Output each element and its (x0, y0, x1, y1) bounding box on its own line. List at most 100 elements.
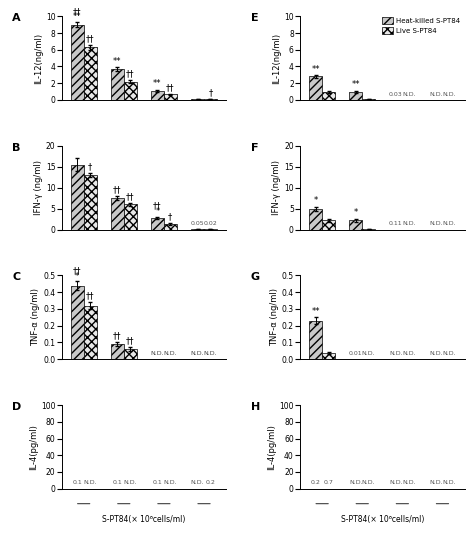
Bar (322, 353, 335, 359)
Bar (191, 99, 204, 100)
Text: †: † (88, 162, 92, 172)
Text: N.D.: N.D. (429, 351, 443, 356)
Bar (322, 92, 335, 100)
Text: S-PT84(× 10⁶cells/ml): S-PT84(× 10⁶cells/ml) (102, 515, 185, 525)
Text: N.D.: N.D. (389, 481, 403, 485)
Text: N.D.: N.D. (442, 92, 456, 97)
Text: N.D.: N.D. (402, 351, 416, 356)
Text: ††: †† (86, 34, 94, 43)
Text: N.D.: N.D. (191, 351, 204, 356)
Text: *: * (155, 207, 160, 216)
Text: A: A (12, 13, 21, 23)
Y-axis label: IL-12(ng/ml): IL-12(ng/ml) (34, 33, 43, 84)
Text: N.D.: N.D. (389, 351, 403, 356)
Text: 0.05: 0.05 (191, 221, 204, 226)
Y-axis label: TNF-α (ng/ml): TNF-α (ng/ml) (31, 288, 40, 346)
Text: B: B (12, 143, 21, 153)
Text: G: G (251, 272, 260, 282)
Bar (71, 165, 84, 230)
Text: **: ** (153, 79, 162, 88)
Text: 0.1: 0.1 (112, 481, 122, 485)
Text: 0.2: 0.2 (311, 481, 320, 485)
Text: N.D.: N.D. (442, 481, 456, 485)
Y-axis label: IL-4(pg/ml): IL-4(pg/ml) (29, 424, 38, 470)
Text: N.D.: N.D. (402, 92, 416, 97)
Bar (310, 77, 322, 100)
Text: ††: †† (86, 292, 94, 301)
Bar (310, 320, 322, 359)
Text: N.D.: N.D. (362, 481, 375, 485)
Text: F: F (251, 143, 258, 153)
Bar (111, 344, 124, 359)
Text: N.D.: N.D. (83, 481, 97, 485)
Text: **: ** (311, 307, 320, 315)
Text: N.D.: N.D. (362, 351, 375, 356)
Bar (151, 91, 164, 100)
Text: 0.11: 0.11 (389, 221, 403, 226)
Bar (84, 306, 97, 359)
Text: E: E (251, 13, 258, 23)
Text: 0.02: 0.02 (203, 221, 217, 226)
Text: H: H (251, 402, 260, 412)
Text: †: † (208, 89, 212, 98)
Bar (164, 94, 177, 100)
Bar (71, 286, 84, 359)
Bar (71, 24, 84, 100)
Text: N.D.: N.D. (164, 481, 177, 485)
Text: ††: †† (73, 7, 82, 16)
Bar (322, 220, 335, 230)
Text: N.D.: N.D. (429, 221, 443, 226)
Text: †: † (168, 212, 173, 221)
Text: N.D.: N.D. (429, 92, 443, 97)
Y-axis label: TNF-α (ng/ml): TNF-α (ng/ml) (270, 288, 279, 346)
Y-axis label: IFN-γ (ng/ml): IFN-γ (ng/ml) (273, 160, 282, 215)
Text: N.D.: N.D. (191, 481, 204, 485)
Text: ††: †† (153, 201, 162, 211)
Text: N.D.: N.D. (402, 221, 416, 226)
Text: N.D.: N.D. (402, 481, 416, 485)
Bar (124, 81, 137, 100)
Text: *: * (354, 209, 358, 217)
Text: N.D.: N.D. (151, 351, 164, 356)
Bar (151, 218, 164, 230)
Bar (84, 175, 97, 230)
Bar (124, 349, 137, 359)
Text: 0.01: 0.01 (349, 351, 363, 356)
Text: N.D.: N.D. (442, 351, 456, 356)
Text: 0.2: 0.2 (206, 481, 215, 485)
Text: D: D (12, 402, 21, 412)
Text: N.D.: N.D. (123, 481, 137, 485)
Bar (349, 92, 362, 100)
Text: *: * (314, 196, 318, 205)
Bar (362, 99, 375, 100)
Text: 0.7: 0.7 (324, 481, 334, 485)
Text: ††: †† (126, 70, 135, 79)
Y-axis label: IL-12(ng/ml): IL-12(ng/ml) (273, 33, 282, 84)
Bar (111, 69, 124, 100)
Text: N.D.: N.D. (204, 351, 217, 356)
Text: **: ** (352, 80, 360, 89)
Text: ††: †† (73, 267, 82, 275)
Bar (111, 198, 124, 230)
Bar (310, 209, 322, 230)
Text: S-PT84(× 10⁶cells/ml): S-PT84(× 10⁶cells/ml) (341, 515, 424, 525)
Text: ††: †† (113, 185, 122, 194)
Bar (204, 99, 217, 100)
Text: **: ** (311, 65, 320, 73)
Text: N.D.: N.D. (164, 351, 177, 356)
Text: ††: †† (126, 337, 135, 346)
Text: ††: †† (113, 332, 122, 340)
Bar (84, 47, 97, 100)
Text: C: C (12, 272, 20, 282)
Text: 0.1: 0.1 (73, 481, 82, 485)
Text: 0.1: 0.1 (153, 481, 163, 485)
Bar (124, 204, 137, 230)
Text: **: ** (113, 56, 122, 66)
Text: N.D.: N.D. (442, 221, 456, 226)
Bar (164, 224, 177, 230)
Y-axis label: IL-4(pg/ml): IL-4(pg/ml) (267, 424, 276, 470)
Text: **: ** (73, 12, 82, 21)
Bar (349, 220, 362, 230)
Legend: Heat-killed S-PT84, Live S-PT84: Heat-killed S-PT84, Live S-PT84 (381, 16, 461, 35)
Text: N.D.: N.D. (349, 481, 363, 485)
